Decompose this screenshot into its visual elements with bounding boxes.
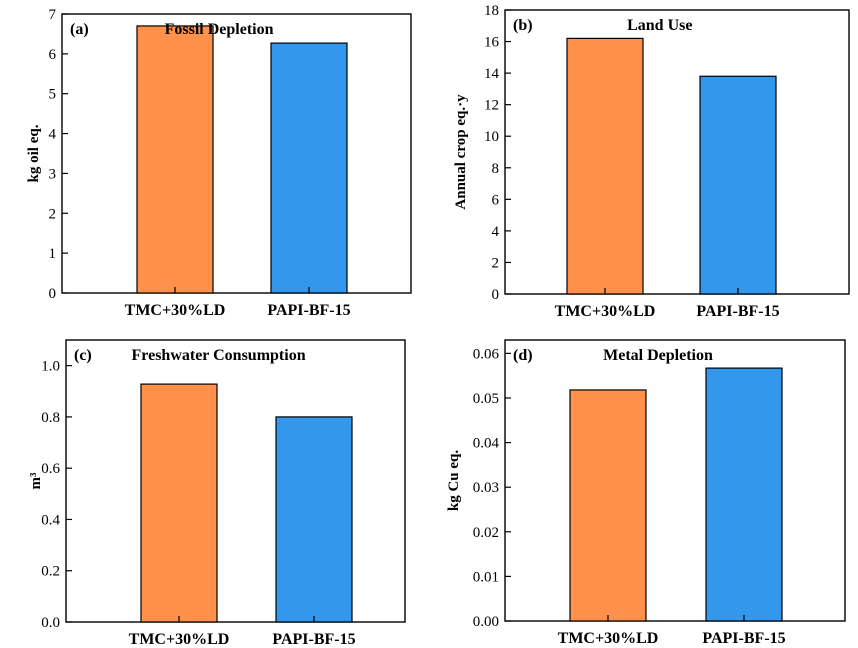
x-tick-label: TMC+30%LD <box>125 302 226 319</box>
y-tick-label: 5 <box>49 87 57 103</box>
bar-papi-bf-15 <box>270 42 348 294</box>
y-tick-label: 4 <box>492 224 500 240</box>
y-tick-label: 0.01 <box>473 569 499 585</box>
plot-frame <box>504 9 850 295</box>
y-tick-label: 0.6 <box>41 461 60 477</box>
y-tick-label: 1 <box>49 246 57 262</box>
bar-tmc-30ld <box>569 389 647 622</box>
bar-papi-bf-15 <box>275 416 353 623</box>
y-axis-label: Annual crop eq.·y <box>453 94 469 210</box>
x-tick-label: PAPI-BF-15 <box>702 630 785 647</box>
y-tick-label: 0.05 <box>473 391 499 407</box>
plot-frame <box>61 13 412 294</box>
y-tick-label: 7 <box>49 7 57 23</box>
y-tick-label: 1.0 <box>41 359 60 375</box>
chart-title: Freshwater Consumption <box>132 347 306 364</box>
chart-title: Fossil Depletion <box>165 21 274 38</box>
panel-label: (a) <box>70 21 89 38</box>
x-tick-label: PAPI-BF-15 <box>696 303 779 320</box>
y-tick-label: 6 <box>492 192 500 208</box>
y-tick-label: 2 <box>492 255 500 271</box>
y-tick-label: 18 <box>484 3 499 19</box>
y-tick-label: 12 <box>484 98 499 114</box>
y-tick-label: 0.02 <box>473 525 499 541</box>
y-tick-label: 0.2 <box>41 564 60 580</box>
bar-tmc-30ld <box>566 37 644 295</box>
chart-title: Metal Depletion <box>603 347 713 364</box>
y-tick-label: 3 <box>49 166 57 182</box>
y-tick-label: 0.03 <box>473 480 499 496</box>
panel-label: (b) <box>513 17 533 34</box>
y-tick-label: 6 <box>49 47 57 63</box>
chart-panel-1: 0 1 2 3 4 5 6 7 TMC+30%LD PAPI-BF-15 (a) Fossil Dep… <box>26 7 412 319</box>
y-tick-label: 0.0 <box>41 615 60 631</box>
y-tick-label: 0.4 <box>41 512 60 528</box>
plot-frame <box>65 339 406 623</box>
y-tick-label: 0.8 <box>41 410 60 426</box>
y-tick-label: 0 <box>49 286 57 302</box>
chart-panel-2: 0 2 4 6 8 10 12 14 16 18 TMC+30%LD PAPI-BF-15 (b) Lan… <box>453 3 850 320</box>
bar-tmc-30ld <box>136 25 214 294</box>
y-tick-label: 16 <box>484 35 500 51</box>
x-tick-label: PAPI-BF-15 <box>267 302 350 319</box>
y-tick-label: 4 <box>49 127 57 143</box>
chart-panel-4: 0.00 0.01 0.02 0.03 0.04 0.05 0.06 TMC+30%LD PAP… <box>446 339 846 647</box>
panel-label: (d) <box>513 347 533 364</box>
bar-tmc-30ld <box>140 383 218 623</box>
y-axis-label: m³ <box>28 472 44 489</box>
y-tick-label: 14 <box>484 66 500 82</box>
bar-papi-bf-15 <box>699 75 777 295</box>
x-tick-label: TMC+30%LD <box>555 303 656 320</box>
y-tick-label: 10 <box>484 129 499 145</box>
x-tick-label: TMC+30%LD <box>558 630 659 647</box>
bar-papi-bf-15 <box>705 367 783 622</box>
chart-title: Land Use <box>627 17 692 34</box>
chart-panel-3: 0.0 0.2 0.4 0.6 0.8 1.0 TMC+30%LD PAPI-BF-15 (c)… <box>28 339 406 648</box>
y-tick-label: 0.06 <box>473 346 500 362</box>
plot-frame <box>504 339 846 622</box>
y-tick-label: 0 <box>492 287 500 303</box>
y-tick-label: 2 <box>49 206 57 222</box>
x-tick-label: TMC+30%LD <box>129 631 230 648</box>
y-axis-label: kg Cu eq. <box>446 450 462 512</box>
y-tick-label: 0.04 <box>473 436 500 452</box>
y-tick-label: 0.00 <box>473 614 499 630</box>
panel-label: (c) <box>74 347 92 364</box>
x-tick-label: PAPI-BF-15 <box>272 631 355 648</box>
y-axis-label: kg oil eq. <box>26 124 42 182</box>
y-tick-label: 8 <box>492 161 500 177</box>
